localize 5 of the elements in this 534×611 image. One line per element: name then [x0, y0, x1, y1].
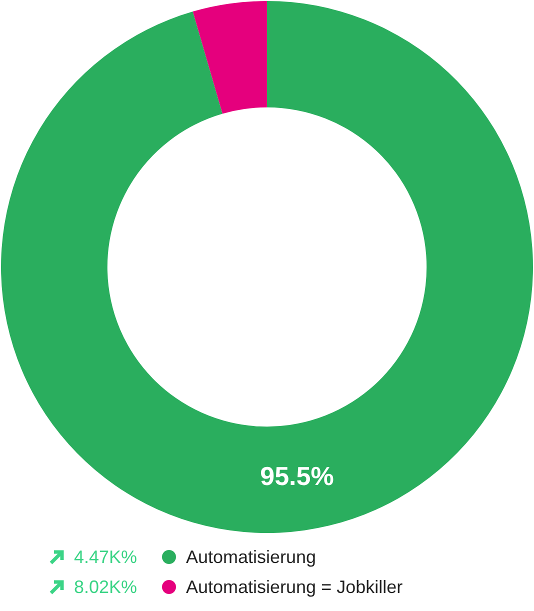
text: 4.47K% [74, 546, 138, 568]
data-label: 95.5% [260, 460, 334, 491]
legend-label: Automatisierung = Jobkiller [186, 576, 403, 598]
legend-label: Automatisierung [186, 546, 316, 568]
text: 8.02K% [74, 576, 138, 598]
